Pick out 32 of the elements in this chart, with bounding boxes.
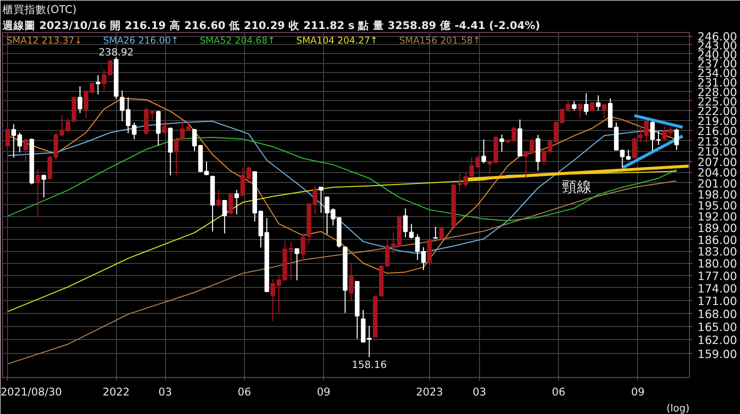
- series-label: 頸線: [562, 178, 592, 196]
- y-tick-label: 159.00: [698, 346, 738, 361]
- annotation: 158.16: [352, 360, 387, 372]
- text: SMA104 204.27↑: [296, 36, 378, 46]
- y-tick-label: 189.00: [698, 221, 738, 236]
- text: SMA156 201.58↑: [399, 36, 481, 46]
- y-tick-label: 165.00: [698, 320, 738, 334]
- y-tick-label: 183.00: [698, 244, 738, 259]
- x-tick-label: 09: [316, 386, 331, 398]
- x-tick-label: 2021/08/30: [0, 386, 62, 398]
- x-tick-label: 06: [238, 386, 252, 398]
- y-tick-label: 171.00: [698, 294, 738, 308]
- x-tick-label: 03: [472, 386, 486, 398]
- text: SMA26 216.00↑: [103, 36, 179, 46]
- chart-title: 櫃買指數(OTC): [2, 3, 77, 16]
- text: SMA12 213.37↓: [6, 36, 82, 46]
- text: (log): [666, 404, 690, 414]
- y-tick-label: 168.00: [698, 306, 738, 321]
- y-tick-label: 162.00: [698, 333, 738, 348]
- y-tick-label: 177.00: [698, 268, 738, 283]
- x-tick-label: 03: [158, 386, 172, 398]
- x-tick-label: 2023: [416, 386, 444, 398]
- y-tick-label: 186.00: [698, 232, 738, 247]
- chart-subtitle: 週線圖 2023/10/16 開 216.19 高 216.60 低 210.29 收 211.82 s 點 量 3258.89 億 -4.41 (-2.04%): [2, 19, 540, 32]
- annotation: 238.92: [98, 47, 134, 58]
- y-tick-label: 180.00: [698, 256, 738, 271]
- y-tick-label: 192.00: [698, 210, 738, 224]
- text: SMA52 204.68↑: [200, 36, 276, 46]
- y-tick-label: 174.00: [698, 281, 738, 296]
- x-tick-label: 06: [552, 386, 566, 398]
- x-tick-label: 2022: [102, 386, 130, 398]
- x-tick-label: 09: [631, 386, 645, 398]
